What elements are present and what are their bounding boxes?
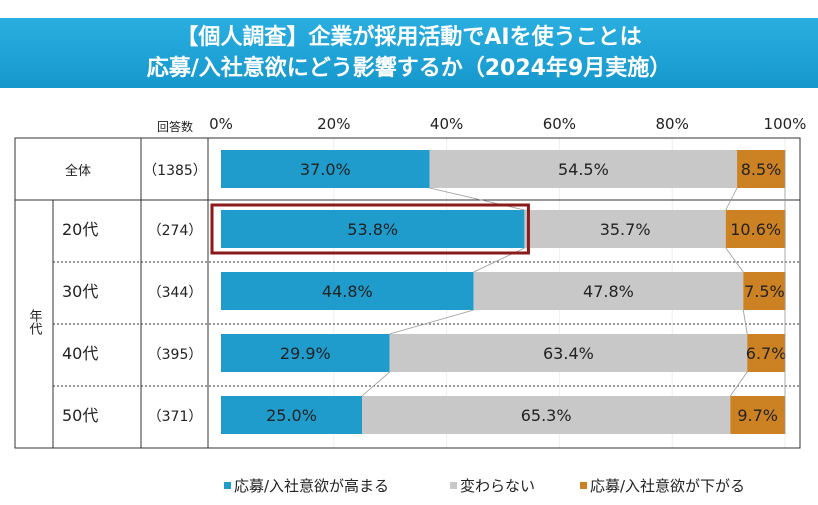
bar-segment: [221, 334, 390, 372]
series-line: [725, 187, 738, 211]
data-label: 10.6%: [730, 220, 781, 239]
legend-swatch: [224, 482, 231, 489]
data-label: 54.5%: [558, 160, 609, 179]
data-label: 63.4%: [543, 344, 594, 363]
group-label: 年代: [27, 309, 43, 336]
data-label: 7.5%: [744, 282, 785, 301]
data-label: 6.7%: [746, 344, 787, 363]
data-label: 53.8%: [347, 220, 398, 239]
title-line-2: 応募/入社意欲にどう影響するか（2024年9月実施）: [146, 56, 672, 81]
category-label: 30代: [62, 282, 98, 301]
data-label: 35.7%: [600, 220, 651, 239]
count-value: （395）: [148, 347, 203, 363]
series-line: [742, 309, 748, 335]
bar-segment: [221, 396, 362, 434]
title-banner: 【個人調査】企業が採用活動でAIを使うことは 応募/入社意欲にどう影響するか（2…: [0, 18, 818, 88]
legend-label: 変わらない: [460, 477, 535, 495]
legend-label: 応募/入社意欲が高まる: [234, 477, 389, 495]
bar-segment: [737, 150, 785, 188]
series-line: [389, 309, 474, 335]
highlight-box: [210, 203, 530, 255]
category-label: 40代: [62, 344, 98, 363]
series-line: [361, 371, 390, 397]
bar-segment: [221, 150, 430, 188]
data-label: 8.5%: [741, 160, 782, 179]
legend-swatch: [580, 482, 587, 489]
bar-segment: [221, 210, 525, 248]
bar-segment: [221, 272, 474, 310]
data-label: 65.3%: [521, 406, 572, 425]
count-value: （274）: [148, 223, 203, 239]
bar-segment: [725, 210, 786, 248]
data-label: 29.9%: [280, 344, 331, 363]
bar-segment: [747, 334, 785, 372]
bar-segment: [389, 334, 748, 372]
x-tick-label: 80%: [656, 115, 689, 133]
x-tick-label: 40%: [430, 115, 463, 133]
series-line: [729, 371, 748, 397]
x-tick-label: 20%: [317, 115, 350, 133]
category-label: 20代: [62, 220, 98, 239]
bar-segment: [429, 150, 738, 188]
data-label: 44.8%: [322, 282, 373, 301]
title-line-1: 【個人調査】企業が採用活動でAIを使うことは: [176, 25, 642, 50]
legend-swatch: [450, 482, 457, 489]
bar-segment: [730, 396, 785, 434]
count-value: （371）: [148, 409, 203, 425]
bar-segment: [473, 272, 744, 310]
data-label: 37.0%: [300, 160, 351, 179]
count-header: 回答数: [157, 119, 193, 134]
x-tick-label: 60%: [543, 115, 576, 133]
bar-segment: [524, 210, 726, 248]
data-label: 25.0%: [266, 406, 317, 425]
data-label: 9.7%: [737, 406, 778, 425]
data-label: 47.8%: [583, 282, 634, 301]
count-value: （344）: [148, 285, 203, 301]
series-line: [725, 247, 744, 273]
x-tick-label: 100%: [764, 115, 807, 133]
category-label: 50代: [62, 406, 98, 425]
category-label: 全体: [65, 163, 91, 179]
series-line: [429, 187, 525, 211]
bar-segment: [743, 272, 786, 310]
bar-segment: [362, 396, 731, 434]
count-value: （1385）: [143, 163, 207, 179]
table-border: [14, 137, 801, 449]
legend-label: 応募/入社意欲が下がる: [590, 477, 745, 495]
x-tick-label: 0%: [209, 115, 233, 133]
